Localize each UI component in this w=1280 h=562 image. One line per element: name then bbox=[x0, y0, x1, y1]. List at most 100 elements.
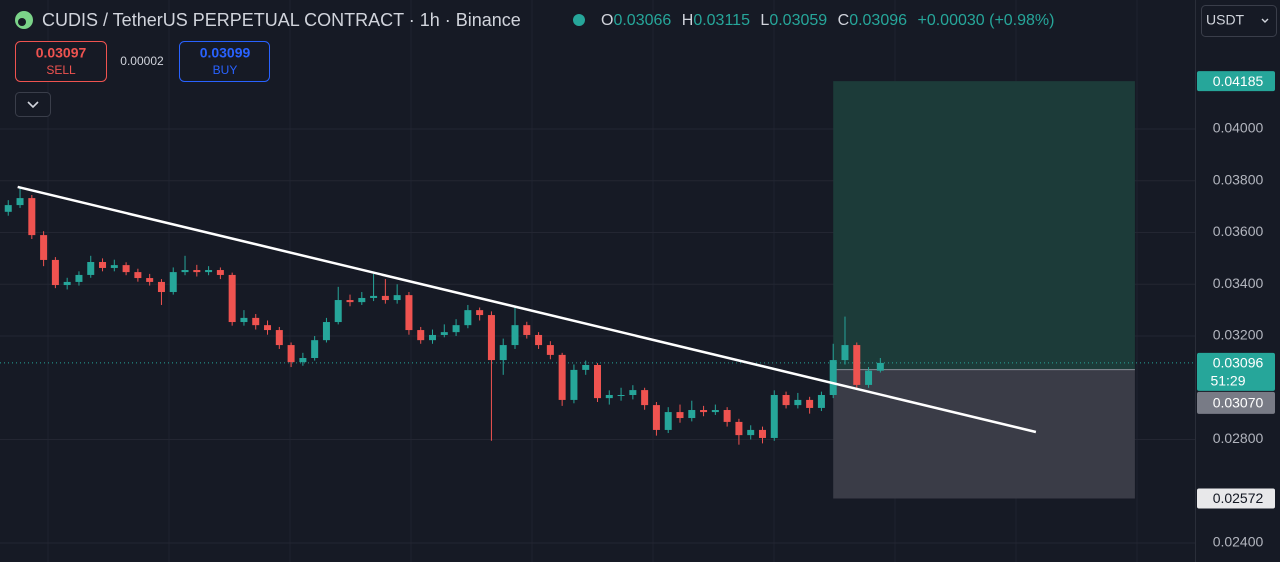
candle-body bbox=[865, 370, 873, 385]
candle-body bbox=[99, 262, 107, 268]
candle-body bbox=[853, 345, 861, 385]
buy-label[interactable]: BUY bbox=[213, 63, 238, 77]
candle-body bbox=[794, 399, 802, 406]
candle-body bbox=[334, 300, 342, 323]
candle-body bbox=[381, 295, 389, 301]
candle-body bbox=[393, 295, 401, 301]
ohlc-label: O bbox=[601, 12, 613, 29]
currency-box[interactable] bbox=[1201, 5, 1277, 37]
candle-body bbox=[841, 345, 849, 361]
candle-body bbox=[346, 300, 354, 303]
candle-body bbox=[664, 412, 672, 430]
candle-body bbox=[676, 412, 684, 419]
collapse-button[interactable] bbox=[15, 92, 51, 117]
candle-body bbox=[16, 198, 24, 206]
candle-body bbox=[358, 297, 366, 303]
candle-body bbox=[582, 364, 590, 370]
candle-body bbox=[51, 259, 59, 286]
ohlc-value: 0.03096 bbox=[849, 12, 907, 29]
candle-body bbox=[110, 265, 118, 268]
symbol-icon-hole bbox=[18, 18, 26, 26]
countdown: 51:29 bbox=[1210, 373, 1245, 389]
entry-label: 0.03070 bbox=[1213, 395, 1264, 411]
spread: 0.00002 bbox=[120, 54, 164, 68]
candle-body bbox=[770, 395, 778, 438]
candle-body bbox=[417, 330, 425, 341]
target-label-box bbox=[1197, 71, 1275, 92]
candle-body bbox=[652, 405, 660, 430]
candle-body bbox=[829, 360, 837, 396]
candle-body bbox=[252, 317, 260, 326]
candle-body bbox=[4, 205, 12, 212]
buy-button[interactable]: 0.03099 BUY bbox=[179, 41, 270, 82]
candle-body bbox=[758, 429, 766, 438]
candle-body bbox=[134, 272, 142, 279]
candle-body bbox=[87, 262, 95, 275]
buy-box[interactable] bbox=[179, 41, 270, 82]
candle-body bbox=[747, 429, 755, 436]
candle-body bbox=[275, 330, 283, 346]
overlay: CUDIS / TetherUS PERPETUAL CONTRACT · 1h… bbox=[15, 5, 1277, 117]
status-dot bbox=[573, 14, 585, 26]
y-tick-label: 0.03200 bbox=[1213, 327, 1264, 343]
candle-body bbox=[594, 364, 601, 399]
y-tick-label: 0.03400 bbox=[1213, 275, 1264, 291]
profit-zone bbox=[833, 81, 1135, 370]
y-tick-label: 0.04000 bbox=[1213, 120, 1264, 136]
candle-body bbox=[157, 281, 165, 293]
candle-body bbox=[322, 322, 330, 341]
candle-body bbox=[75, 274, 83, 282]
sell-label[interactable]: SELL bbox=[46, 63, 76, 77]
buy-price[interactable]: 0.03099 bbox=[200, 45, 251, 61]
candle-body bbox=[287, 345, 295, 363]
sell-box[interactable] bbox=[15, 41, 107, 82]
candle-body bbox=[264, 325, 272, 331]
candle-body bbox=[629, 390, 637, 396]
ohlc-value: 0.03066 bbox=[613, 12, 671, 29]
candle-body bbox=[735, 421, 743, 436]
chevron[interactable] bbox=[1261, 18, 1269, 23]
candle-body bbox=[711, 410, 719, 413]
candle-body bbox=[370, 295, 378, 298]
chart-title: CUDIS / TetherUS PERPETUAL CONTRACT · 1h… bbox=[42, 10, 521, 30]
candle-body bbox=[216, 270, 224, 275]
currency-select[interactable]: USDT bbox=[1201, 5, 1277, 37]
last-price-label: 0.03096 bbox=[1213, 355, 1264, 371]
chevron[interactable] bbox=[27, 101, 39, 109]
y-tick-label: 0.03600 bbox=[1213, 223, 1264, 239]
candle-body bbox=[806, 399, 814, 408]
y-tick-label: 0.02800 bbox=[1213, 430, 1264, 446]
candle-body bbox=[511, 325, 519, 346]
currency[interactable]: USDT bbox=[1206, 12, 1245, 28]
candle-body bbox=[405, 295, 413, 331]
candle-body bbox=[193, 270, 201, 273]
candle-body bbox=[464, 310, 472, 326]
loss-zone bbox=[833, 369, 1135, 499]
candle-body bbox=[723, 410, 731, 422]
candle-body bbox=[570, 369, 578, 400]
candle-body bbox=[299, 358, 307, 363]
candle-body bbox=[817, 395, 825, 408]
candle-body bbox=[146, 278, 154, 282]
candle-body bbox=[181, 270, 189, 273]
candle-body bbox=[40, 235, 48, 260]
candle-body bbox=[617, 395, 625, 397]
trendline bbox=[17, 185, 1037, 434]
candle-body bbox=[311, 340, 319, 359]
ohlc-value: 0.03115 bbox=[693, 12, 750, 29]
y-tick-label: 0.03800 bbox=[1213, 171, 1264, 187]
y-tick-label: 0.02400 bbox=[1213, 534, 1264, 550]
sell-button[interactable]: 0.03097 SELL bbox=[15, 41, 107, 82]
candle-body bbox=[558, 354, 566, 400]
candle-body bbox=[452, 325, 460, 333]
collapse-box[interactable] bbox=[15, 92, 51, 117]
candle-body bbox=[28, 198, 36, 236]
candle-body bbox=[63, 281, 71, 286]
ohlc-value: 0.03059 bbox=[769, 12, 827, 29]
candle-body bbox=[523, 325, 531, 335]
sell-price[interactable]: 0.03097 bbox=[36, 45, 87, 61]
candle-body bbox=[688, 410, 696, 419]
